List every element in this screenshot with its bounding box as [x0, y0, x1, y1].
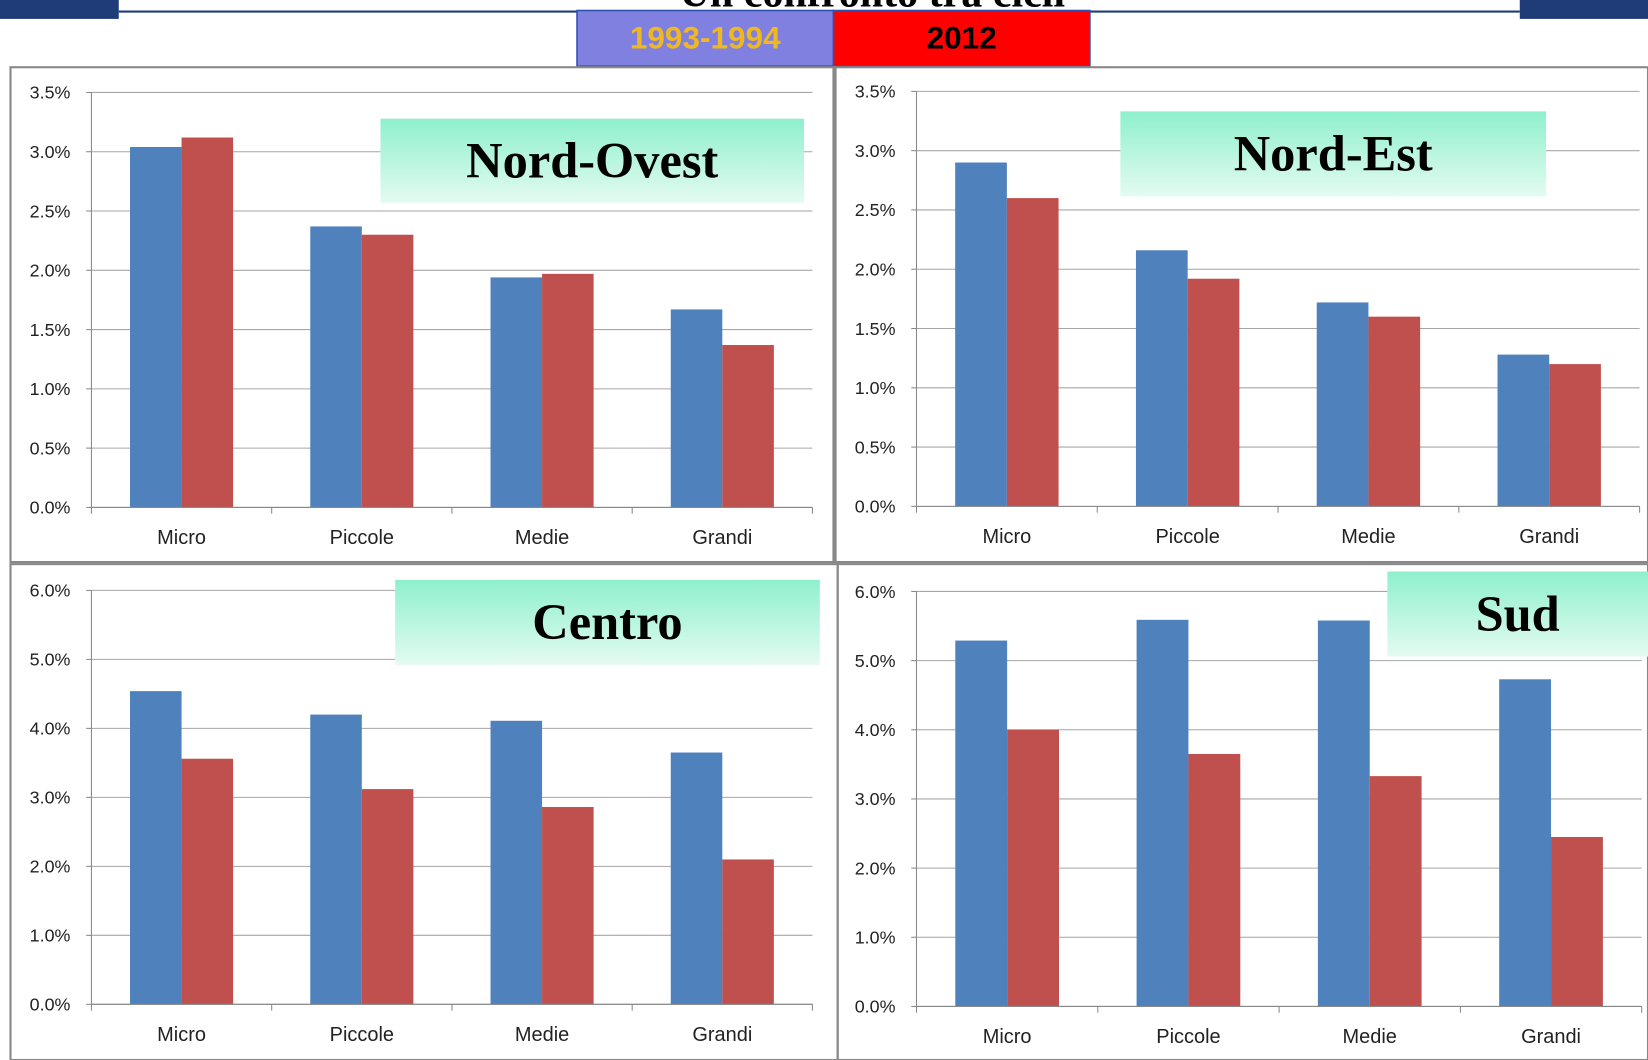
bar	[1369, 776, 1422, 1007]
bar	[1368, 316, 1421, 507]
bar	[670, 309, 723, 508]
bar	[722, 344, 774, 508]
y-tick-label: 3.0%	[855, 141, 896, 161]
bar	[361, 234, 414, 508]
bar	[670, 752, 723, 1005]
chart-title: Sud	[1476, 586, 1560, 642]
bar	[1188, 753, 1241, 1007]
y-tick-label: 3.5%	[30, 83, 71, 103]
panel-frame	[9, 66, 835, 564]
bar	[1007, 729, 1059, 1007]
chart-title: Centro	[532, 594, 682, 650]
y-tick-label: 2.0%	[855, 260, 896, 280]
y-tick-label: 3.5%	[855, 82, 896, 102]
bar	[490, 720, 543, 1005]
y-tick-label: 3.0%	[30, 788, 71, 808]
title-box	[395, 579, 820, 665]
x-tick-label: Micro	[157, 527, 206, 549]
bar	[1135, 250, 1188, 507]
y-tick-label: 2.0%	[30, 261, 71, 281]
x-tick-label: Grandi	[1521, 1026, 1581, 1048]
y-tick-label: 1.0%	[855, 928, 896, 948]
x-tick-label: Medie	[1341, 526, 1395, 548]
y-tick-label: 3.0%	[30, 142, 71, 162]
legend-swatch	[576, 9, 835, 67]
y-tick-label: 1.0%	[30, 926, 71, 946]
x-tick-label: Micro	[157, 1024, 206, 1046]
x-tick-label: Piccole	[330, 1024, 394, 1046]
bar	[1551, 836, 1603, 1007]
bar	[1497, 354, 1550, 507]
legend-label: 2012	[927, 19, 997, 55]
bar	[542, 807, 594, 1005]
chart-title: Nord-Ovest	[466, 133, 718, 189]
x-tick-label: Grandi	[1519, 526, 1579, 548]
corner-bar	[1519, 0, 1648, 19]
bar	[130, 146, 182, 508]
y-tick-label: 0.0%	[855, 497, 896, 517]
bar	[1549, 364, 1601, 507]
y-tick-label: 2.5%	[855, 200, 896, 220]
bar	[1006, 198, 1059, 507]
y-tick-label: 2.5%	[30, 201, 71, 221]
y-tick-label: 0.0%	[30, 498, 71, 518]
y-tick-label: 0.5%	[30, 438, 71, 458]
bar	[955, 162, 1007, 507]
y-tick-label: 3.0%	[855, 789, 896, 809]
y-tick-label: 6.0%	[30, 581, 71, 601]
y-tick-label: 0.0%	[855, 997, 896, 1017]
x-tick-label: Medie	[515, 1024, 569, 1046]
bar	[310, 714, 362, 1005]
x-tick-label: Medie	[515, 527, 569, 549]
chart-title: Nord-Est	[1234, 126, 1433, 182]
x-tick-label: Grandi	[692, 527, 752, 549]
y-tick-label: 2.0%	[855, 858, 896, 878]
corner-bar	[0, 0, 119, 19]
bar	[310, 226, 362, 508]
bar	[1136, 619, 1189, 1007]
y-tick-label: 1.0%	[30, 379, 71, 399]
y-tick-label: 4.0%	[855, 720, 896, 740]
y-tick-label: 1.5%	[30, 320, 71, 340]
bar	[542, 273, 594, 508]
y-tick-label: 4.0%	[30, 719, 71, 739]
bar	[1317, 620, 1370, 1007]
y-tick-label: 1.5%	[855, 319, 896, 339]
x-tick-label: Medie	[1343, 1026, 1397, 1048]
bar	[722, 859, 774, 1005]
y-tick-label: 5.0%	[30, 650, 71, 670]
x-tick-label: Micro	[983, 1026, 1032, 1048]
x-tick-label: Piccole	[330, 527, 394, 549]
title-box	[1387, 571, 1648, 657]
y-tick-label: 2.0%	[30, 857, 71, 877]
y-tick-label: 0.0%	[30, 995, 71, 1015]
legend-label: 1993-1994	[630, 19, 781, 55]
y-tick-label: 5.0%	[855, 651, 896, 671]
bar	[181, 137, 234, 508]
bar	[361, 789, 414, 1005]
panel-frame	[834, 66, 1648, 564]
x-tick-label: Grandi	[692, 1024, 752, 1046]
bar	[1187, 278, 1240, 507]
bar	[490, 277, 543, 508]
x-tick-label: Micro	[982, 526, 1031, 548]
bar	[955, 640, 1008, 1007]
bar	[1499, 679, 1552, 1007]
x-tick-label: Piccole	[1156, 1026, 1220, 1048]
y-tick-label: 6.0%	[855, 582, 896, 602]
bar	[1316, 302, 1369, 507]
x-tick-label: Piccole	[1155, 526, 1219, 548]
panel-frame	[836, 563, 1648, 1060]
title-box	[1120, 111, 1547, 197]
y-tick-label: 1.0%	[855, 378, 896, 398]
title-box	[380, 118, 805, 203]
y-tick-label: 0.5%	[855, 437, 896, 457]
bar	[181, 758, 234, 1005]
bar	[130, 691, 182, 1005]
